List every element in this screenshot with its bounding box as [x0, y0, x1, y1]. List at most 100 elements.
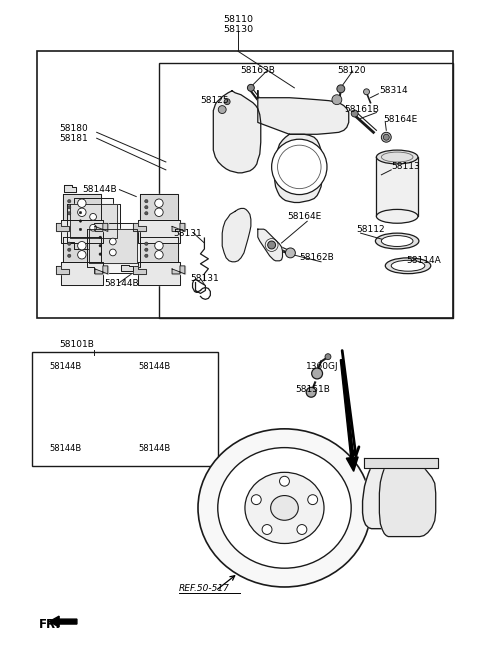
Text: 58151B: 58151B: [295, 385, 330, 394]
Polygon shape: [376, 157, 418, 216]
Ellipse shape: [376, 210, 418, 223]
Text: 58130: 58130: [223, 25, 253, 34]
Circle shape: [247, 84, 254, 92]
Text: 58110: 58110: [223, 15, 253, 24]
Text: 58125: 58125: [201, 96, 229, 105]
Ellipse shape: [381, 236, 413, 246]
Polygon shape: [379, 461, 436, 536]
Circle shape: [109, 238, 116, 245]
Circle shape: [155, 199, 163, 208]
Circle shape: [381, 132, 391, 142]
Polygon shape: [258, 91, 349, 134]
Text: 58101B: 58101B: [59, 340, 94, 349]
Circle shape: [268, 241, 276, 249]
Polygon shape: [67, 198, 120, 248]
Circle shape: [306, 387, 316, 397]
Circle shape: [68, 242, 71, 245]
Circle shape: [144, 254, 148, 258]
Circle shape: [68, 200, 71, 203]
Text: 58120: 58120: [337, 65, 365, 74]
Circle shape: [99, 236, 101, 239]
Text: 58162B: 58162B: [300, 253, 334, 262]
Polygon shape: [140, 237, 178, 262]
Text: 58144B: 58144B: [105, 279, 139, 288]
Circle shape: [384, 134, 389, 140]
Circle shape: [218, 105, 226, 113]
Circle shape: [312, 368, 323, 379]
Circle shape: [155, 250, 163, 259]
FancyArrow shape: [49, 616, 77, 627]
Text: 58144B: 58144B: [49, 362, 82, 371]
Circle shape: [155, 241, 163, 250]
Circle shape: [286, 248, 295, 258]
Circle shape: [337, 85, 345, 93]
Text: 58180: 58180: [59, 124, 88, 133]
Circle shape: [68, 212, 71, 215]
Circle shape: [79, 219, 82, 222]
Polygon shape: [363, 459, 438, 469]
Text: 58131: 58131: [174, 229, 203, 238]
Text: 58164E: 58164E: [288, 212, 322, 221]
Polygon shape: [172, 266, 185, 274]
Circle shape: [78, 199, 86, 208]
Circle shape: [297, 525, 307, 534]
Text: 58164E: 58164E: [384, 115, 418, 124]
Text: 58161B: 58161B: [344, 105, 379, 114]
Polygon shape: [275, 134, 322, 202]
Circle shape: [90, 224, 96, 231]
Circle shape: [144, 200, 148, 203]
Bar: [33, 352, 218, 467]
Circle shape: [79, 212, 82, 214]
Ellipse shape: [245, 473, 324, 544]
Circle shape: [351, 110, 358, 117]
Polygon shape: [133, 223, 146, 231]
Polygon shape: [87, 223, 140, 273]
Polygon shape: [258, 229, 283, 261]
Ellipse shape: [385, 258, 431, 273]
Circle shape: [325, 354, 331, 360]
Bar: [159, 63, 453, 318]
Polygon shape: [95, 266, 108, 274]
Text: FR.: FR.: [39, 618, 61, 631]
Circle shape: [78, 241, 86, 250]
Text: 58144B: 58144B: [49, 444, 82, 453]
Polygon shape: [172, 223, 185, 231]
Text: 58181: 58181: [59, 134, 88, 143]
Text: 1360GJ: 1360GJ: [306, 362, 339, 371]
Circle shape: [144, 212, 148, 215]
Polygon shape: [95, 223, 108, 231]
FancyArrow shape: [340, 360, 358, 471]
Ellipse shape: [391, 260, 425, 272]
Text: 58131: 58131: [191, 274, 219, 283]
Circle shape: [272, 139, 327, 194]
Polygon shape: [89, 229, 137, 262]
Text: 58114A: 58114A: [406, 256, 441, 266]
Circle shape: [109, 249, 116, 256]
Ellipse shape: [198, 429, 371, 587]
Text: 58112: 58112: [357, 225, 385, 234]
Text: 58144B: 58144B: [138, 362, 170, 371]
Text: 58163B: 58163B: [240, 65, 275, 74]
Circle shape: [262, 525, 272, 534]
Circle shape: [78, 250, 86, 259]
Ellipse shape: [271, 496, 298, 520]
Circle shape: [68, 206, 71, 209]
Circle shape: [68, 248, 71, 252]
Circle shape: [78, 208, 86, 216]
Circle shape: [79, 228, 82, 231]
Text: REF.50-517: REF.50-517: [179, 585, 229, 594]
Circle shape: [363, 89, 370, 95]
Circle shape: [332, 95, 342, 105]
Circle shape: [144, 242, 148, 245]
Circle shape: [99, 253, 101, 256]
Ellipse shape: [218, 447, 351, 568]
Circle shape: [68, 254, 71, 258]
Polygon shape: [56, 266, 69, 274]
Text: 58144B: 58144B: [138, 444, 170, 453]
Polygon shape: [133, 266, 146, 274]
Polygon shape: [70, 204, 118, 238]
Polygon shape: [213, 91, 261, 173]
Ellipse shape: [376, 150, 418, 164]
Polygon shape: [121, 265, 133, 271]
Polygon shape: [222, 208, 251, 262]
